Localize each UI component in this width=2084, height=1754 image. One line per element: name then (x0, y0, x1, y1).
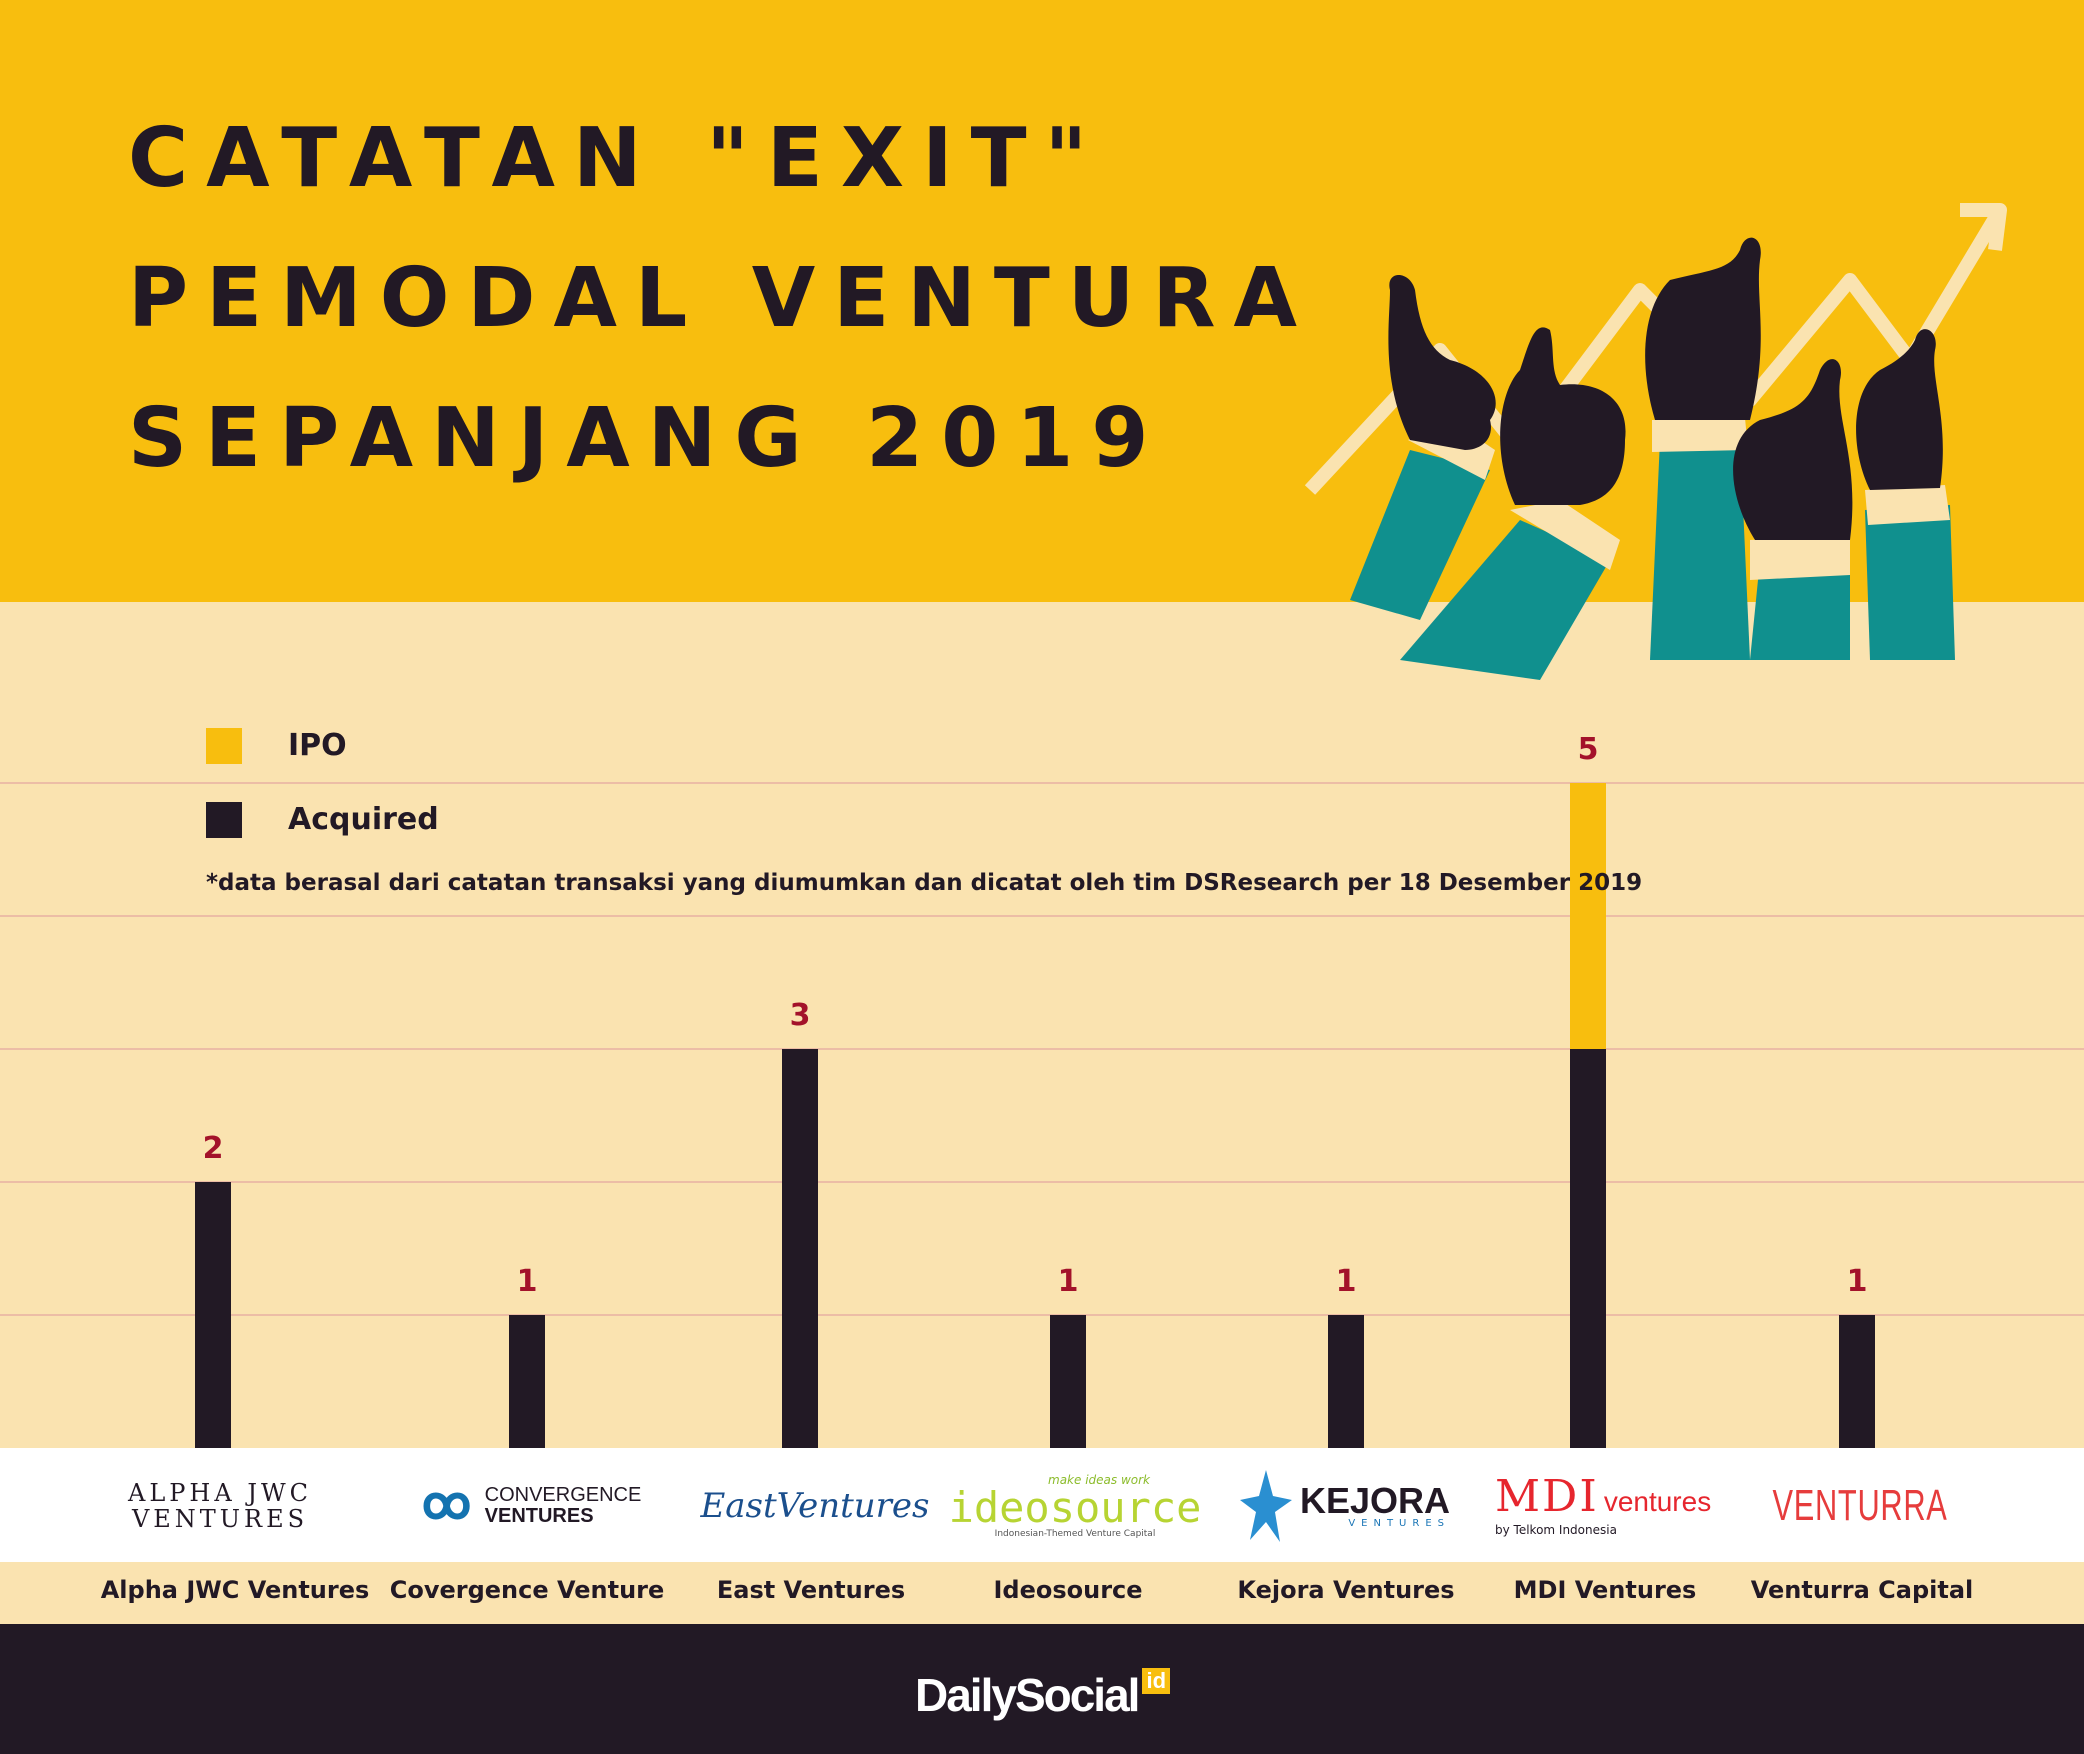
value-label-1: 1 (517, 1264, 538, 1299)
alpha-jwc-logo: ALPHA JWC VENTURES (110, 1470, 330, 1542)
bar-acquired-3 (1050, 1315, 1086, 1448)
mdi-logo: MDI ventures by Telkom Indonesia (1495, 1470, 1745, 1542)
thumbs-up-illustration (1304, 203, 2007, 680)
alpha-logo-line-1: ALPHA JWC (128, 1478, 312, 1507)
bar-acquired-4 (1328, 1315, 1364, 1448)
dailysocial-logo: DailySocial id (915, 1668, 1171, 1722)
brand-wordmark: DailySocial (915, 1669, 1140, 1721)
title-line-1: CATATAN "EXIT" (128, 111, 1106, 206)
ideosource-tagline: make ideas work (1048, 1473, 1150, 1487)
convergence-logo: CONVERGENCE VENTURES (400, 1470, 650, 1542)
ideosource-logo: make ideas work ideosource Indonesian-Th… (949, 1470, 1202, 1542)
legend-acquired-swatch (206, 802, 242, 838)
venturra-wordmark: VENTURRA (1772, 1481, 1948, 1530)
chart-gridlines (0, 782, 2084, 1316)
legend-ipo-swatch (206, 728, 242, 764)
bar-acquired-2 (782, 1049, 818, 1448)
east-ventures-wordmark: EastVentures (700, 1486, 930, 1526)
category-label-4: Kejora Ventures (1237, 1576, 1455, 1604)
mdi-subtitle: by Telkom Indonesia (1495, 1523, 1617, 1537)
brand-id-badge: id (1142, 1668, 1171, 1694)
title-line-3: SEPANJANG 2019 (128, 391, 1167, 486)
bar-acquired-5 (1570, 1049, 1606, 1448)
chart-value-labels: 2 1 3 1 1 5 1 (203, 732, 1868, 1299)
bar-acquired-1 (509, 1315, 545, 1448)
value-label-4: 1 (1336, 1264, 1357, 1299)
legend-ipo-label: IPO (288, 728, 347, 763)
category-label-6: Venturra Capital (1750, 1576, 1974, 1604)
kejora-wordmark: KEJORA (1299, 1480, 1450, 1521)
ideosource-subtitle: Indonesian-Themed Venture Capital (994, 1529, 1156, 1539)
value-label-0: 2 (203, 1131, 224, 1166)
chart-bars (195, 783, 1875, 1448)
footer-bar (0, 1624, 2084, 1754)
alpha-logo-line-2: VENTURES (131, 1505, 309, 1533)
bar-acquired-6 (1839, 1315, 1875, 1448)
data-source-note: *data berasal dari catatan transaksi yan… (206, 870, 1643, 896)
logo-strip (0, 1448, 2084, 1562)
star-icon (1240, 1470, 1292, 1542)
category-label-2: East Ventures (716, 1576, 906, 1604)
kejora-subtitle: VENTURES (1348, 1518, 1450, 1529)
kejora-logo: KEJORA VENTURES (1240, 1470, 1450, 1542)
ideosource-wordmark: ideosource (948, 1483, 1202, 1532)
category-label-5: MDI Ventures (1513, 1576, 1697, 1604)
mdi-ventures-word: ventures (1603, 1486, 1712, 1517)
category-label-3: Ideosource (993, 1576, 1143, 1604)
value-label-6: 1 (1847, 1264, 1868, 1299)
mdi-wordmark: MDI (1495, 1471, 1599, 1522)
value-label-5: 5 (1578, 732, 1599, 767)
venturra-logo: VENTURRA (1760, 1470, 1960, 1542)
value-label-3: 1 (1058, 1264, 1079, 1299)
bar-chart: 2 1 3 1 1 5 1 (0, 732, 2084, 1448)
category-label-1: Covergence Venture (389, 1576, 665, 1604)
category-label-0: Alpha JWC Ventures (100, 1576, 370, 1604)
convergence-logo-line-2: VENTURES (484, 1505, 594, 1527)
bar-ipo-5 (1570, 783, 1606, 1049)
convergence-logo-line-1: CONVERGENCE (484, 1484, 642, 1506)
infinity-icon (423, 1492, 470, 1520)
bar-acquired-0 (195, 1182, 231, 1448)
east-ventures-logo: EastVentures (690, 1470, 940, 1542)
title-line-2: PEMODAL VENTURA (128, 251, 1315, 346)
legend-acquired-label: Acquired (288, 802, 439, 837)
value-label-2: 3 (790, 998, 811, 1033)
